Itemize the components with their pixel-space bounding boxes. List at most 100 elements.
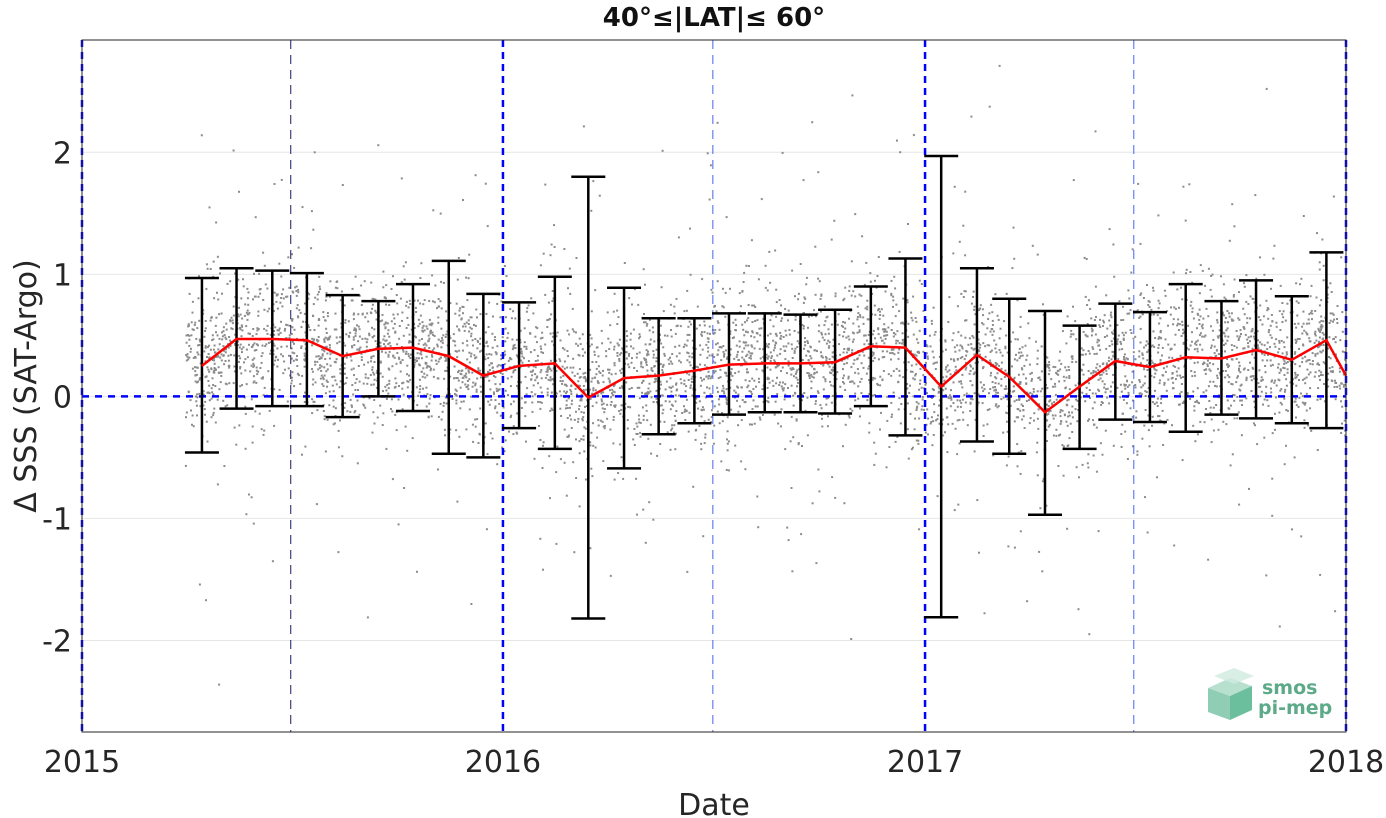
- scatter-point: [304, 445, 307, 448]
- scatter-point: [468, 361, 471, 364]
- scatter-point: [460, 400, 463, 403]
- scatter-point: [507, 332, 510, 335]
- scatter-point: [218, 388, 221, 391]
- scatter-point: [454, 350, 457, 353]
- scatter-point: [211, 334, 214, 337]
- scatter-point: [729, 330, 732, 333]
- scatter-point: [1151, 361, 1154, 364]
- scatter-point: [424, 376, 427, 379]
- scatter-point: [655, 357, 658, 360]
- scatter-point: [567, 355, 570, 358]
- scatter-point: [953, 371, 956, 374]
- scatter-point: [1201, 323, 1204, 326]
- scatter-point: [503, 450, 506, 453]
- scatter-point: [196, 396, 199, 399]
- scatter-point: [646, 352, 649, 355]
- scatter-point: [468, 408, 471, 411]
- scatter-point: [561, 365, 564, 368]
- scatter-point: [1230, 312, 1233, 315]
- scatter-point: [892, 295, 895, 298]
- scatter-point: [1320, 328, 1322, 331]
- scatter-point: [806, 350, 809, 353]
- scatter-point: [471, 423, 474, 426]
- scatter-point: [760, 327, 763, 330]
- scatter-point: [213, 407, 216, 410]
- scatter-point: [477, 442, 480, 444]
- scatter-point: [1279, 389, 1282, 392]
- scatter-point: [431, 331, 434, 334]
- scatter-point: [1122, 358, 1125, 361]
- scatter-point: [1238, 318, 1241, 321]
- scatter-point: [285, 323, 288, 326]
- scatter-point: [371, 307, 374, 310]
- scatter-point: [445, 402, 448, 405]
- scatter-point: [252, 298, 254, 301]
- scatter-point: [1239, 335, 1242, 338]
- scatter-point: [759, 334, 762, 337]
- scatter-point: [913, 353, 916, 356]
- scatter-point: [731, 374, 734, 377]
- scatter-point: [1322, 344, 1325, 346]
- scatter-point: [325, 379, 328, 382]
- scatter-point: [715, 310, 718, 313]
- scatter-point: [1260, 379, 1263, 382]
- scatter-point: [863, 283, 866, 286]
- scatter-point: [421, 326, 424, 329]
- scatter-point: [738, 345, 741, 348]
- scatter-point: [1131, 399, 1134, 402]
- scatter-point: [393, 356, 396, 359]
- scatter-point: [701, 379, 703, 382]
- scatter-point: [1127, 289, 1130, 292]
- scatter-point: [813, 371, 816, 374]
- scatter-point: [1090, 317, 1093, 320]
- scatter-point: [468, 330, 470, 333]
- scatter-point: [1095, 426, 1098, 429]
- scatter-point: [1090, 334, 1093, 337]
- scatter-point: [862, 366, 865, 369]
- scatter-point: [931, 444, 934, 447]
- scatter-point: [991, 381, 994, 383]
- scatter-point: [228, 366, 231, 369]
- scatter-point: [1233, 345, 1236, 347]
- scatter-point: [235, 443, 238, 446]
- scatter-point: [409, 353, 412, 356]
- scatter-point: [954, 427, 957, 430]
- scatter-point: [441, 339, 444, 342]
- scatter-point: [278, 327, 281, 330]
- scatter-point: [436, 307, 438, 310]
- scatter-point: [812, 376, 815, 379]
- scatter-point: [722, 306, 725, 309]
- scatter-point: [402, 393, 405, 396]
- scatter-point: [751, 304, 754, 307]
- scatter-point: [992, 386, 995, 389]
- scatter-point: [761, 369, 764, 372]
- scatter-point: [1021, 368, 1024, 371]
- scatter-point: [208, 370, 211, 373]
- scatter-point: [783, 398, 786, 401]
- scatter-point: [632, 328, 635, 331]
- scatter-point: [1318, 369, 1321, 372]
- scatter-point: [1316, 232, 1318, 235]
- scatter-point: [567, 287, 569, 290]
- scatter-point: [213, 357, 216, 360]
- scatter-point: [1227, 407, 1230, 410]
- scatter-point: [1159, 359, 1162, 361]
- scatter-point: [237, 340, 239, 343]
- scatter-point: [925, 382, 927, 385]
- scatter-point: [198, 319, 201, 322]
- scatter-point: [648, 329, 651, 332]
- scatter-point: [230, 327, 233, 330]
- scatter-point: [910, 311, 913, 314]
- scatter-point: [816, 371, 818, 374]
- scatter-point: [1177, 359, 1180, 362]
- scatter-point: [624, 351, 627, 354]
- scatter-point: [207, 380, 210, 382]
- scatter-point: [895, 303, 898, 306]
- scatter-point: [756, 495, 759, 498]
- scatter-point: [605, 350, 608, 353]
- scatter-point: [293, 342, 295, 345]
- scatter-point: [786, 526, 789, 529]
- scatter-point: [233, 365, 236, 368]
- scatter-point: [1016, 299, 1019, 302]
- scatter-point: [811, 121, 814, 124]
